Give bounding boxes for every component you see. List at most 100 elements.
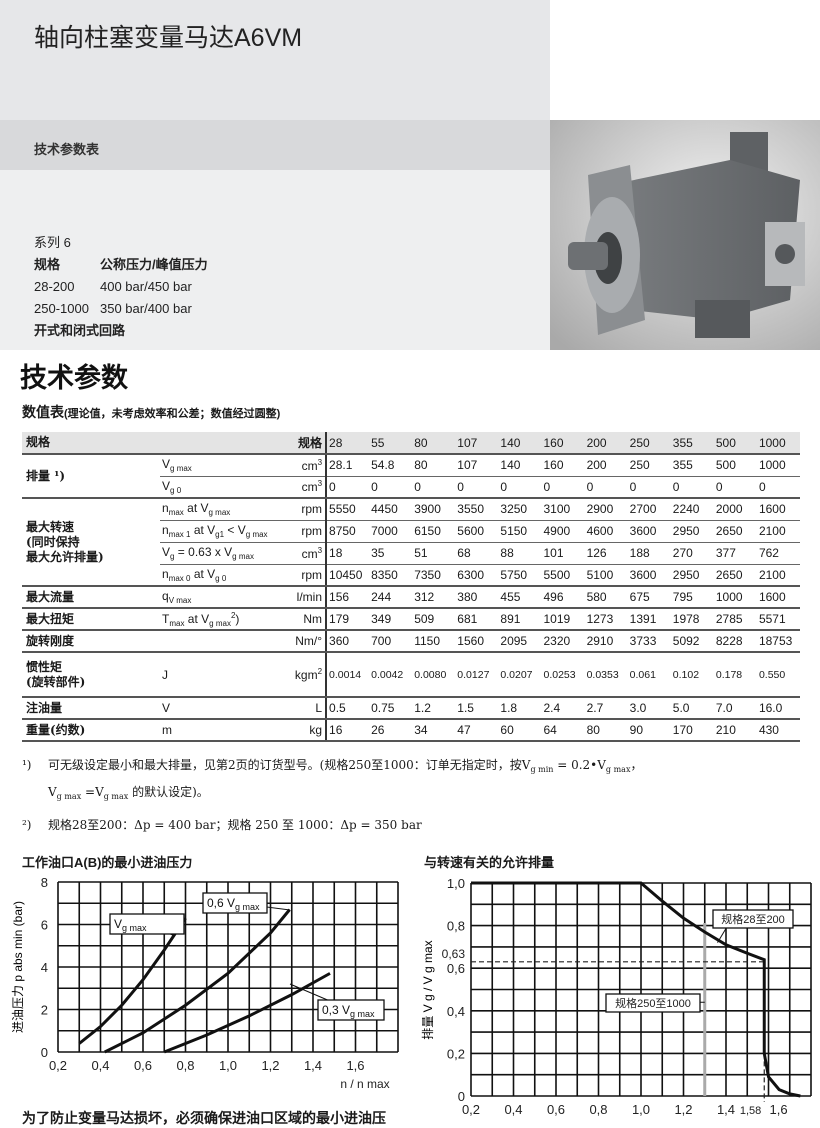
cell-value: 2950 [670,520,714,543]
table-title: 数值表(理论值，未考虑效率和公差；数值经过圆整) [22,402,280,422]
text-segment: Nm/° [295,634,323,648]
info-key: 规格 [34,257,61,272]
cell-value: 509 [412,608,456,631]
cell-value: 1.8 [498,697,542,720]
header-size: 55 [369,432,413,455]
cell-value: 349 [369,608,413,631]
row-unit: cm3 [282,542,328,565]
y-tick-label: 8 [41,875,48,890]
cell-value: 179 [326,608,370,631]
header-block [0,0,550,120]
text-segment: 规格28至200：Δp = 400 bar；规格 250 至 1000：Δp =… [48,818,422,832]
info-val: 400 bar/450 bar [100,279,192,294]
cell-value: 0.550 [756,652,801,698]
header-size: 250 [627,432,671,455]
cell-value: 360 [326,630,370,653]
cell-value: 0.0042 [369,652,413,698]
row-unit: Nm [282,608,328,631]
cell-value: 90 [627,719,671,742]
cell-value: 1273 [584,608,628,631]
cell-value: 7000 [369,520,413,543]
cell-value: 380 [455,586,499,609]
text-segment: n [162,501,169,516]
series-label: Vg max [114,917,147,933]
text-segment: cm [301,480,318,495]
y-tick-label: 4 [41,960,48,975]
cell-value: 0 [584,476,628,499]
row-label: 注油量 [22,697,160,720]
cell-value: 1391 [627,608,671,631]
cell-value: 1560 [455,630,499,653]
text-segment: V [162,457,171,472]
cell-value: 160 [541,454,585,477]
cell-value: 0.0207 [498,652,542,698]
cell-value: 312 [412,586,456,609]
row-param: Vg 0 [160,476,283,499]
table-title-main: 数值表 [22,404,64,420]
curve-series-0 [471,881,801,1098]
chart-displacement: 0,2 0,4 0,6 0,8 1,0 1,2 1,400,20,40,60,81,00,6… [421,876,812,1117]
series-label: 0,6 Vg max [207,896,260,912]
cell-value: 891 [498,608,542,631]
table-title-note: (理论值，未考虑效率和公差；数值经过圆整) [64,408,281,420]
text-segment: g max [122,923,147,933]
cell-value: 0 [627,476,671,499]
cell-value: 2095 [498,630,542,653]
text-segment: at V [184,611,210,626]
text-segment: m [162,723,172,737]
text-segment: Nm [303,612,323,626]
footnote: ²) 规格28至200：Δp = 400 bar；规格 250 至 1000：Δp… [22,814,642,836]
cell-value: 6150 [412,520,456,543]
cell-value: 5100 [584,564,628,587]
cell-value: 2.4 [541,697,585,720]
cell-value: 18753 [756,630,801,653]
x-tick-label: 0,4 [504,1102,522,1117]
y-tick-label: 0,8 [447,919,465,934]
text-segment: g max [605,765,631,774]
cell-value: 0.061 [627,652,671,698]
row-param: nmax 1 at Vg1 < Vg max [160,520,283,543]
cell-value: 2320 [541,630,585,653]
text-segment: g1 [215,530,225,539]
cell-value: 2240 [670,498,714,521]
x-tick-label: 1,2 [674,1102,692,1117]
cell-value: 200 [584,454,628,477]
cell-value: 64 [541,719,585,742]
row-label: 最大转速 (同时保持 最大允许排量) [22,498,160,587]
text-segment: l/min [296,590,323,604]
x-axis-label: n / n max [340,1077,389,1091]
cell-value: 0.178 [713,652,757,698]
bottom-text: 为了防止变量马达损坏，必须确保进油口区域的最小进油压 [22,1111,386,1127]
text-segment: = 0.63 x V [174,545,233,559]
cell-value: 47 [455,719,499,742]
cell-value: 1019 [541,608,585,631]
x-tick-label: 0,6 [134,1058,152,1073]
cell-value: 2950 [670,564,714,587]
text-segment: 2 [230,610,236,620]
cell-value: 8350 [369,564,413,587]
chart-title-displacement: 与转速有关的允许排量 [424,855,555,870]
text-segment: n [162,523,169,537]
cell-value: 0.0080 [412,652,456,698]
row-unit: kgm2 [282,652,328,698]
y-tick-063: 0,63 [442,947,466,961]
row-unit: rpm [282,498,328,521]
text-segment: V [162,701,171,715]
text-segment: n [162,566,169,581]
table-row: 最大转速 (同时保持 最大允许排量) nmax at Vg max rpm 5550 4… [22,498,801,587]
cell-value: 0 [412,476,456,499]
cell-value: 377 [713,542,757,565]
text-segment: 3 [317,457,323,467]
row-unit: l/min [282,586,328,609]
row-param: m [160,719,283,742]
row-param: V [160,697,283,720]
text-segment: 3 [317,545,323,555]
cell-value: 4600 [584,520,628,543]
row-param: J [160,652,283,698]
row-param: Tmax at Vg max2) [160,608,283,631]
cell-value: 2910 [584,630,628,653]
text-segment: g max [103,792,129,801]
section-title: 技术参数 [20,363,128,393]
text-segment: kgm [294,668,318,682]
